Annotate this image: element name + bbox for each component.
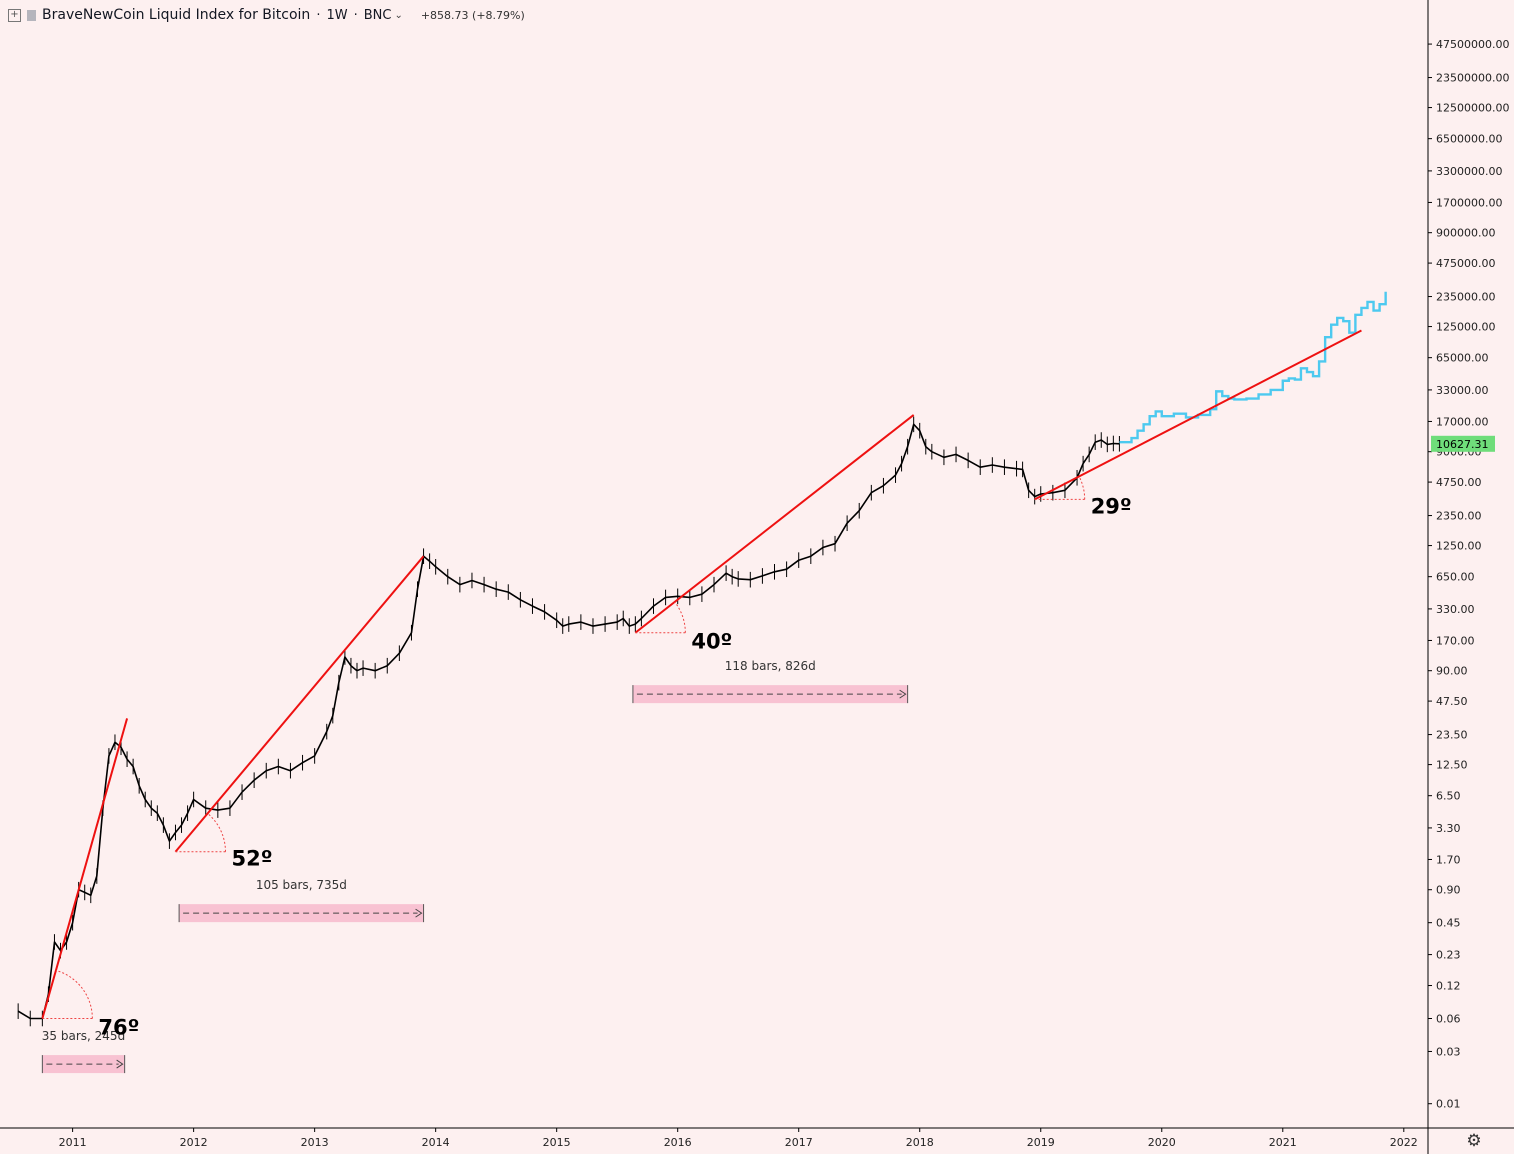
x-tick-label: 2011 [59, 1136, 87, 1149]
range-arrow-head [899, 689, 907, 699]
y-tick-label: 12.50 [1436, 759, 1468, 772]
angle-label: 29º [1091, 494, 1132, 518]
x-tick-label: 2019 [1027, 1136, 1055, 1149]
trendline [1034, 329, 1362, 501]
exchange-label[interactable]: BNC [363, 7, 392, 23]
x-tick-label: 2021 [1269, 1136, 1297, 1149]
chart-header: + BraveNewCoin Liquid Index for Bitcoin … [8, 5, 525, 25]
x-tick-label: 2022 [1390, 1136, 1418, 1149]
projection-line [1119, 291, 1387, 444]
interval-label[interactable]: 1W [326, 7, 348, 23]
x-tick-label: 2015 [543, 1136, 571, 1149]
range-label: 118 bars, 826d [725, 659, 816, 673]
x-tick-label: 2020 [1148, 1136, 1176, 1149]
y-tick-label: 1250.00 [1436, 540, 1482, 553]
range-box [179, 904, 424, 923]
y-tick-label: 0.23 [1436, 949, 1461, 962]
angle-label: 52º [231, 847, 272, 871]
last-price-badge [1431, 435, 1495, 452]
y-tick-label: 3300000.00 [1436, 165, 1502, 178]
angle-arc [207, 813, 226, 852]
x-tick-label: 2018 [906, 1136, 934, 1149]
y-tick-label: 47500000.00 [1436, 38, 1509, 51]
last-price-label: 10627.31 [1436, 438, 1489, 451]
y-tick-label: 650.00 [1436, 571, 1475, 584]
y-tick-label: 475000.00 [1436, 257, 1496, 270]
separator-dot: · [353, 7, 358, 23]
angle-arc [674, 601, 686, 633]
price-series [17, 291, 1387, 1027]
y-tick-label: 47.50 [1436, 695, 1468, 708]
y-tick-label: 90.00 [1436, 665, 1468, 678]
y-tick-label: 0.03 [1436, 1045, 1461, 1058]
expand-icon[interactable]: + [8, 8, 21, 22]
angle-arc [55, 969, 93, 1019]
y-tick-label: 1.70 [1436, 853, 1461, 866]
x-tick-label: 2017 [785, 1136, 813, 1149]
y-tick-label: 12500000.00 [1436, 102, 1509, 115]
y-tick-label: 2350.00 [1436, 510, 1482, 523]
gear-icon[interactable]: ⚙ [1466, 1131, 1482, 1151]
separator-dot: · [316, 7, 321, 23]
symbol-color-icon [27, 9, 36, 21]
trendlines [41, 329, 1362, 1019]
trendline [174, 555, 425, 853]
y-tick-label: 6500000.00 [1436, 133, 1502, 146]
y-tick-label: 0.01 [1436, 1098, 1461, 1111]
angle-arc [1078, 476, 1086, 500]
y-tick-label: 65000.00 [1436, 352, 1489, 365]
x-tick-label: 2012 [180, 1136, 208, 1149]
range-label: 105 bars, 735d [256, 878, 347, 892]
range-label: 35 bars, 245d [42, 1029, 125, 1043]
range-arrow-head [116, 1059, 124, 1069]
x-tick-label: 2013 [301, 1136, 329, 1149]
y-tick-label: 0.12 [1436, 980, 1461, 993]
y-tick-label: 1700000.00 [1436, 196, 1502, 209]
y-tick-label: 900000.00 [1436, 227, 1496, 240]
y-tick-label: 17000.00 [1436, 415, 1489, 428]
y-tick-label: 3.30 [1436, 822, 1461, 835]
x-tick-label: 2014 [422, 1136, 450, 1149]
price-change: +858.73 (+8.79%) [420, 8, 525, 22]
y-tick-label: 4750.00 [1436, 476, 1482, 489]
y-tick-label: 330.00 [1436, 603, 1475, 616]
price-line [17, 423, 1120, 1020]
trendline [41, 718, 129, 1019]
y-tick-label: 6.50 [1436, 790, 1461, 803]
y-tick-label: 0.90 [1436, 884, 1461, 897]
range-arrow-head [415, 908, 423, 918]
x-tick-label: 2016 [664, 1136, 692, 1149]
y-tick-label: 0.06 [1436, 1012, 1461, 1025]
trendline [634, 414, 915, 634]
annotations: 76º 52º 40º 29º 10627.31 [98, 435, 1495, 1039]
y-tick-label: 33000.00 [1436, 384, 1489, 397]
range-measurements: 35 bars, 245d 105 bars, 735d 118 bars, 826… [42, 659, 909, 1074]
y-tick-label: 23.50 [1436, 729, 1468, 742]
y-tick-label: 0.45 [1436, 917, 1461, 930]
y-tick-label: 170.00 [1436, 634, 1475, 647]
y-tick-label: 125000.00 [1436, 321, 1496, 334]
y-tick-label: 235000.00 [1436, 291, 1496, 304]
y-tick-label: 23500000.00 [1436, 72, 1509, 85]
angle-label: 76º [98, 1015, 139, 1039]
symbol-title[interactable]: BraveNewCoin Liquid Index for Bitcoin [42, 7, 311, 23]
chevron-down-icon[interactable]: ⌄ [394, 9, 403, 21]
range-box [42, 1055, 125, 1074]
angle-label: 40º [691, 630, 732, 654]
